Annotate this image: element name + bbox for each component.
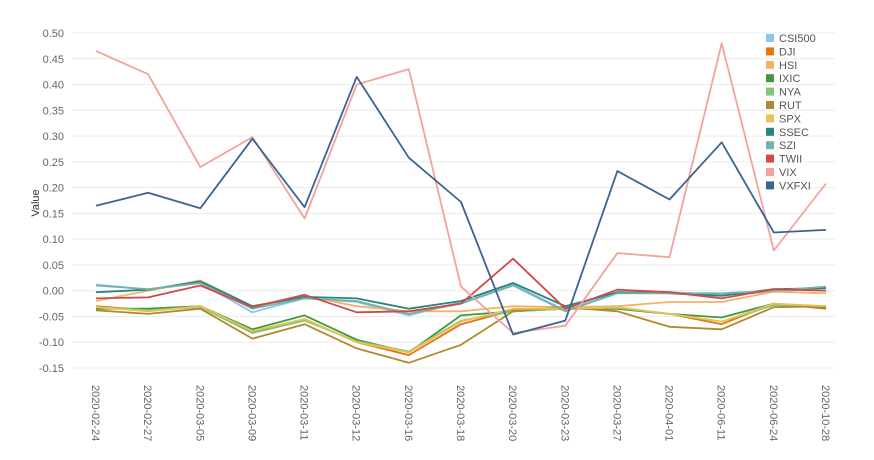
gridlines [72,32,835,369]
y-tick-label: 0.50 [43,28,64,40]
x-tick-label: 2020-02-24 [89,385,101,441]
y-tick-label: 0.10 [43,234,64,246]
x-tick-label: 2020-02-27 [141,385,153,441]
legend-label: VXFXI [779,180,811,192]
series-line-ssec [95,280,827,310]
legend-label: HSI [779,60,797,72]
legend-swatch-rut [766,101,774,109]
legend-label: SZI [779,140,796,152]
series-line-twii [95,257,827,314]
series-line-rut [95,305,827,364]
y-tick-label: -0.05 [39,311,64,323]
x-tick-label: 2020-04-01 [663,385,675,441]
y-tick-label: 0.40 [43,80,64,92]
x-tick-label: 2020-03-16 [402,385,414,441]
legend-swatch-hsi [766,60,774,69]
series-line-vix [95,42,827,334]
y-tick-label: 0.20 [43,183,64,195]
x-tick-label: 2020-03-20 [506,385,518,441]
y-tick-label: 0.05 [43,260,64,272]
legend-label: CSI500 [779,33,816,45]
y-axis-ticks: 0.50 0.45 0.40 0.35 0.30 0.25 0.20 0.15 0.10 0.05… [39,28,64,375]
legend-swatch-csi500 [766,34,774,42]
legend-swatch-nya [766,87,774,96]
legend-label: SPX [779,113,802,125]
legend-label: DJI [779,46,796,58]
y-tick-label: 0.45 [43,54,64,66]
legend-swatch-ixic [766,74,774,83]
legend-label: TWII [779,154,802,166]
legend-swatch-vix [766,168,774,176]
x-axis-ticks: 2020-02-24 2020-02-27 2020-03-05 2020-03-09… [89,385,831,441]
y-tick-label: 0.15 [43,208,64,220]
x-tick-label: 2020-06-11 [715,385,727,440]
legend-swatch-ssec [766,127,774,136]
y-tick-label: -0.15 [39,363,64,375]
legend-swatch-szi [766,141,774,150]
x-tick-label: 2020-06-24 [767,385,779,441]
y-axis-title: Value [30,189,42,216]
x-tick-label: 2020-03-12 [350,385,362,441]
x-tick-label: 2020-03-23 [558,385,570,441]
x-tick-label: 2020-03-27 [610,385,622,441]
x-tick-label: 2020-03-05 [193,385,205,441]
y-tick-label: 0.25 [43,157,64,169]
y-tick-label: 0.00 [43,286,64,298]
series-line-vxfxi [95,75,827,336]
legend-swatch-dji [766,47,774,56]
legend-swatch-spx [766,114,774,123]
series-lines [95,42,827,364]
y-tick-label: 0.35 [43,105,64,117]
x-tick-label: 2020-03-09 [245,385,257,441]
legend-label: VIX [779,167,797,179]
series-line-spx [95,302,827,354]
legend-swatch-vxfxi [766,181,774,190]
x-tick-label: 2020-10-28 [819,385,831,441]
x-tick-label: 2020-03-11 [298,385,310,440]
legend-swatch-twii [766,154,774,163]
y-tick-label: -0.10 [39,337,64,349]
y-tick-label: 0.30 [43,131,64,143]
x-tick-label: 2020-03-18 [454,385,466,441]
legend-label: SSEC [779,127,809,139]
legend-label: IXIC [779,73,800,85]
legend-label: NYA [779,87,801,99]
legend-label: RUT [779,100,802,112]
